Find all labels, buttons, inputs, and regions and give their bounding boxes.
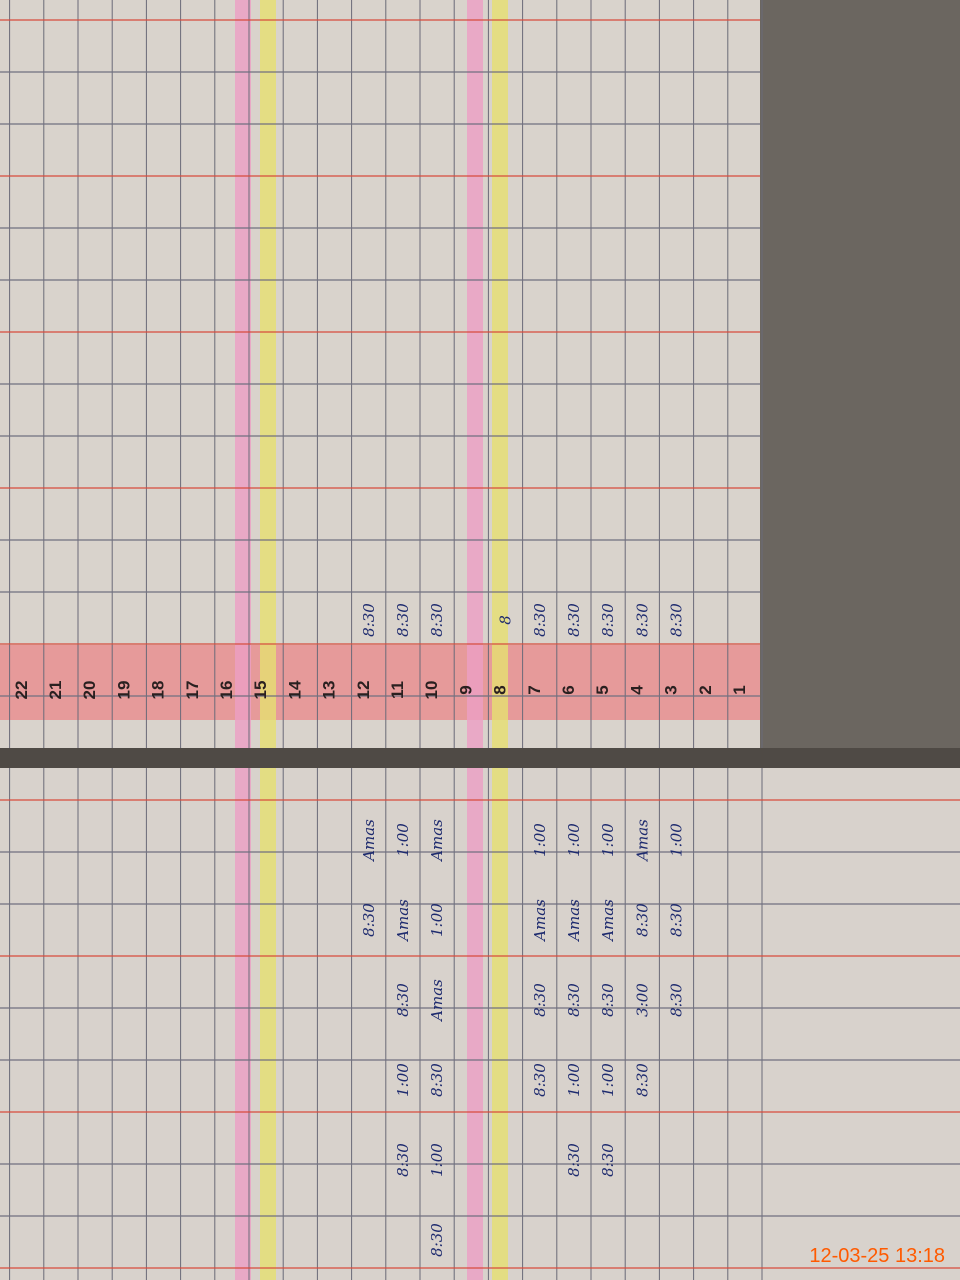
- handwritten-entry: 8:30: [633, 903, 651, 937]
- handwritten-entry: 8:30: [360, 903, 378, 937]
- handwritten-entry: 8:30: [428, 1223, 446, 1257]
- row-number: 16: [217, 681, 236, 700]
- handwritten-entry: 8:30: [394, 1143, 412, 1177]
- handwritten-entry: 8:30: [531, 603, 549, 637]
- row-number: 21: [46, 681, 65, 700]
- handwritten-entry: 1:00: [428, 1143, 446, 1177]
- handwritten-entry: Amas: [599, 899, 617, 943]
- handwritten-entry: 1:00: [565, 1063, 583, 1097]
- highlight: [467, 0, 483, 748]
- highlight: [260, 768, 276, 1280]
- handwritten-entry: 1:00: [599, 1063, 617, 1097]
- handwritten-entry: Amas: [394, 899, 412, 943]
- highlight: [467, 768, 483, 1280]
- row-number: 8: [491, 685, 510, 694]
- row-number: 7: [525, 685, 544, 694]
- handwritten-entry: 8:30: [565, 1143, 583, 1177]
- handwritten-entry: 8:30: [668, 983, 686, 1017]
- row-number: 6: [559, 685, 578, 694]
- handwritten-entry: 3:00: [633, 983, 651, 1017]
- handwritten-entry: 1:00: [531, 823, 549, 857]
- handwritten-entry: 8:30: [599, 1143, 617, 1177]
- handwritten-entry: 8:30: [668, 903, 686, 937]
- handwritten-entry: Amas: [428, 819, 446, 863]
- row-number: 10: [422, 681, 441, 700]
- row-number: 1: [730, 685, 749, 694]
- row-number: 22: [12, 681, 31, 700]
- row-number: 20: [80, 681, 99, 700]
- handwritten-entry: 8:30: [599, 983, 617, 1017]
- handwritten-entry: 8: [497, 615, 515, 625]
- row-number: 9: [456, 685, 475, 694]
- highlight: [260, 0, 276, 748]
- handwritten-entry: 1:00: [668, 823, 686, 857]
- handwritten-entry: 8:30: [633, 603, 651, 637]
- handwritten-entry: 8:30: [428, 1063, 446, 1097]
- row-number: 17: [183, 681, 202, 700]
- left-page: [0, 0, 760, 748]
- handwritten-entry: 8:30: [531, 983, 549, 1017]
- handwritten-entry: Amas: [565, 899, 583, 943]
- handwritten-entry: 1:00: [565, 823, 583, 857]
- handwritten-entry: Amas: [531, 899, 549, 943]
- handwritten-entry: 8:30: [394, 983, 412, 1017]
- row-number: 14: [285, 680, 304, 699]
- handwritten-entry: 1:00: [394, 823, 412, 857]
- highlight: [492, 0, 508, 748]
- handwritten-entry: 8:30: [428, 603, 446, 637]
- handwritten-entry: 8:30: [633, 1063, 651, 1097]
- entries: 123456789101112131415161718192021228:308…: [12, 603, 749, 1257]
- handwritten-entry: 8:30: [565, 983, 583, 1017]
- row-number: 2: [696, 685, 715, 694]
- handwritten-entry: 1:00: [599, 823, 617, 857]
- handwritten-entry: 8:30: [565, 603, 583, 637]
- handwritten-entry: 8:30: [599, 603, 617, 637]
- row-number: 5: [593, 685, 612, 694]
- handwritten-entry: 8:30: [394, 603, 412, 637]
- highlight: [235, 768, 251, 1280]
- handwritten-entry: 1:00: [394, 1063, 412, 1097]
- row-number: 18: [149, 681, 168, 700]
- handwritten-entry: Amas: [633, 819, 651, 863]
- row-number: 4: [627, 685, 646, 695]
- row-number: 3: [662, 685, 681, 694]
- row-number: 12: [354, 681, 373, 700]
- row-number: 19: [114, 681, 133, 700]
- handwritten-entry: 8:30: [360, 603, 378, 637]
- handwritten-entry: Amas: [360, 819, 378, 863]
- highlight: [492, 768, 508, 1280]
- book-gutter: [0, 748, 960, 768]
- highlight: [235, 0, 251, 748]
- handwritten-entry: 1:00: [428, 903, 446, 937]
- row-number: 11: [388, 681, 407, 699]
- row-number: 15: [251, 681, 270, 700]
- handwritten-entry: 8:30: [668, 603, 686, 637]
- handwritten-entry: Amas: [428, 979, 446, 1023]
- number-strip: [0, 645, 760, 720]
- handwritten-entry: 8:30: [531, 1063, 549, 1097]
- timestamp: 12-03-25 13:18: [809, 1245, 945, 1267]
- row-number: 13: [320, 681, 339, 700]
